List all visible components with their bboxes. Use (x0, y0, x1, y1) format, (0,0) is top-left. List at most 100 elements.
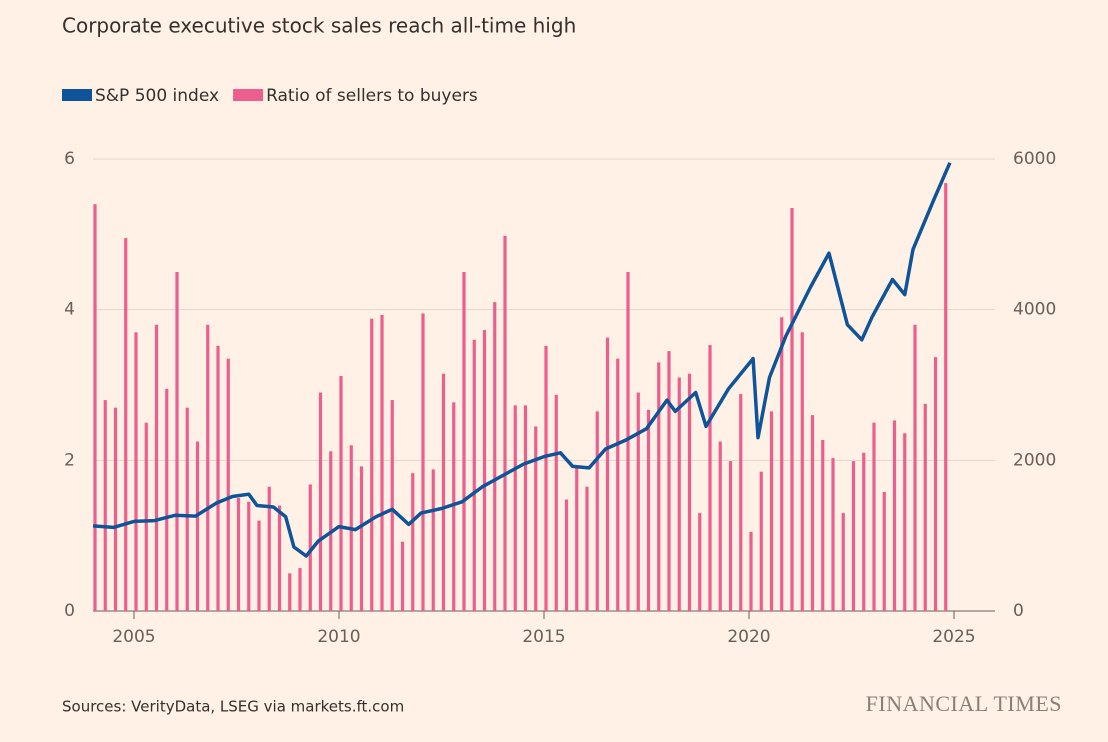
bar (441, 373, 446, 611)
y2-tick-label: 4000 (1013, 300, 1056, 320)
bar (698, 513, 702, 611)
bar (923, 403, 927, 611)
bar (298, 568, 302, 611)
bar (780, 317, 784, 611)
bar (534, 426, 538, 611)
bar (257, 520, 261, 611)
bar (103, 400, 107, 611)
bar (595, 411, 599, 611)
y2-tick-label: 0 (1013, 601, 1024, 621)
bar (462, 272, 466, 611)
legend-label: S&P 500 index (95, 86, 219, 106)
bar (206, 324, 210, 611)
bar (851, 461, 856, 611)
bar (821, 439, 825, 611)
bar (882, 491, 886, 611)
x-tick-label: 2015 (522, 627, 565, 647)
bar (390, 400, 394, 611)
bar (216, 345, 220, 611)
legend-swatch (62, 89, 92, 101)
x-tick-label: 2020 (727, 627, 770, 647)
bar (564, 499, 569, 611)
bar (944, 183, 948, 611)
y2-tick-label: 2000 (1013, 450, 1056, 470)
line (92, 162, 952, 558)
bar (124, 238, 128, 611)
y-tick-label: 0 (64, 601, 75, 621)
x-tick-label: 2025 (932, 627, 975, 647)
bar (513, 405, 517, 611)
bar (370, 318, 374, 611)
bar (195, 441, 200, 611)
bar (175, 272, 179, 611)
bar (134, 332, 138, 611)
bar (554, 394, 558, 611)
bar (687, 373, 692, 611)
bar (493, 302, 497, 611)
bar (749, 531, 753, 611)
bar (185, 407, 189, 611)
bar (165, 388, 169, 611)
bar (769, 411, 774, 611)
bar (657, 362, 661, 611)
bar (267, 486, 271, 611)
y-tick-label: 6 (64, 149, 75, 169)
bar (93, 204, 97, 611)
brand: FINANCIAL TIMES (866, 691, 1062, 716)
bar (411, 473, 415, 611)
bar (872, 422, 876, 611)
bar (933, 357, 938, 611)
bar (380, 314, 384, 611)
bar (739, 394, 743, 611)
bar (144, 422, 148, 611)
y-tick-label: 2 (64, 450, 75, 470)
bar (810, 415, 815, 611)
bar (318, 392, 323, 611)
source: Sources: VerityData, LSEG via markets.ft… (62, 698, 404, 716)
bar (841, 513, 845, 611)
x-tick-label: 2010 (317, 627, 360, 647)
bar (308, 484, 312, 611)
bar (728, 461, 733, 611)
bar (277, 505, 282, 611)
x-tick-label: 2005 (112, 627, 155, 647)
y2-tick-label: 6000 (1013, 149, 1056, 169)
bar (862, 452, 866, 611)
bar (431, 469, 435, 611)
bar (247, 501, 251, 611)
bar (790, 207, 794, 611)
bar (903, 433, 907, 611)
bar (359, 466, 364, 611)
bar (503, 235, 507, 611)
bar (400, 541, 405, 611)
chart-title: Corporate executive stock sales reach al… (62, 14, 576, 38)
bar (636, 392, 640, 611)
bar (892, 420, 897, 611)
bar (585, 486, 589, 611)
bar (339, 375, 343, 611)
bar (646, 409, 651, 611)
bar (544, 345, 548, 611)
bar (575, 467, 579, 611)
bar (154, 324, 159, 611)
bar (800, 332, 804, 611)
bar (452, 402, 456, 611)
bar (421, 313, 425, 611)
bar (472, 339, 476, 611)
bar (288, 573, 292, 611)
bar (226, 358, 230, 611)
y-tick-label: 4 (64, 300, 75, 320)
legend-label: Ratio of sellers to buyers (266, 86, 478, 106)
bar (523, 405, 528, 611)
bar (113, 407, 118, 611)
bar (677, 377, 681, 611)
bar (482, 330, 487, 611)
bar (667, 351, 671, 611)
bar (605, 337, 610, 611)
bar (831, 458, 835, 611)
bar (616, 358, 620, 611)
bar (913, 324, 917, 611)
bar (626, 272, 630, 611)
